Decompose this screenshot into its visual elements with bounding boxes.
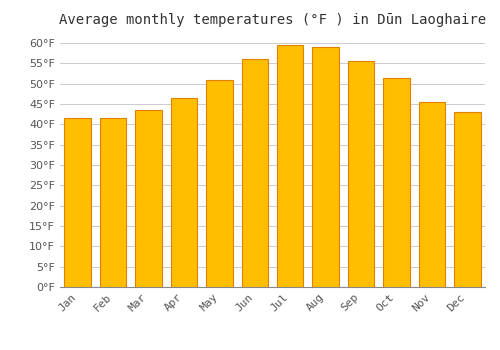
Bar	[170, 98, 197, 287]
Bar	[100, 118, 126, 287]
Bar	[454, 112, 480, 287]
Bar	[64, 118, 91, 287]
Bar	[312, 47, 339, 287]
Bar	[418, 102, 445, 287]
Bar	[277, 45, 303, 287]
Bar	[206, 80, 233, 287]
Title: Average monthly temperatures (°F ) in Dūn Laoghaire: Average monthly temperatures (°F ) in Dū…	[59, 13, 486, 27]
Bar	[348, 61, 374, 287]
Bar	[242, 60, 268, 287]
Bar	[136, 110, 162, 287]
Bar	[383, 78, 409, 287]
